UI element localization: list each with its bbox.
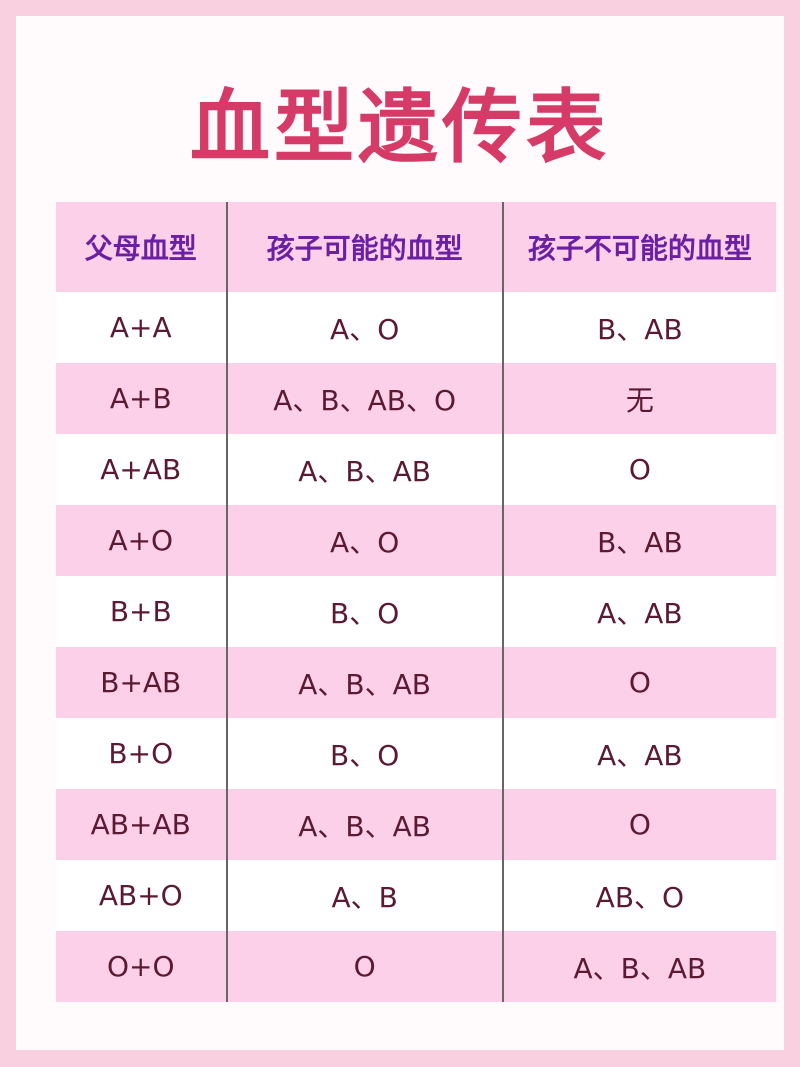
cell-parents: AB+AB [90,808,191,841]
cell-possible: A、O [225,505,502,576]
cell-impossible: A、AB [501,576,776,647]
cell-possible: B、O [225,718,502,789]
cell-impossible: B、AB [501,505,776,576]
cell-parents: B+B [109,595,172,628]
cell-possible: A、B [225,860,502,931]
header-possible: 孩子可能的血型 [225,202,502,292]
cell-possible: A、B、AB [225,647,502,718]
table-row: B+AB A、B、AB O [56,647,776,718]
table-row: A+A A、O B、AB [56,292,776,363]
cell-impossible: A、AB [501,718,776,789]
cell-parents: AB+O [98,879,183,912]
table-row: A+O A、O B、AB [56,505,776,576]
cell-possible: A、B、AB [225,434,502,505]
cell-impossible: O [501,434,776,505]
header-parents: 父母血型 [84,232,197,265]
table-row: O+O O A、B、AB [56,931,776,1002]
cell-impossible: B、AB [501,292,776,363]
table-row: A+AB A、B、AB O [56,434,776,505]
poster-panel: 血型遗传表 父母血型 孩子可能的血型 孩子不可能的血型 A+A A、O B、AB A+… [16,16,784,1050]
table-row: B+B B、O A、AB [56,576,776,647]
cell-parents: O+O [106,950,175,983]
cell-impossible: O [501,789,776,860]
cell-possible: O [225,931,502,1002]
cell-possible: A、O [225,292,502,363]
table-row: AB+AB A、B、AB O [56,789,776,860]
cell-parents: B+O [108,737,174,770]
page-title: 血型遗传表 [190,81,610,174]
cell-impossible: O [501,647,776,718]
cell-possible: A、B、AB、O [225,363,502,434]
cell-parents: A+B [109,382,172,415]
cell-impossible: AB、O [501,860,776,931]
table-row: B+O B、O A、AB [56,718,776,789]
blood-type-table: 父母血型 孩子可能的血型 孩子不可能的血型 A+A A、O B、AB A+B A、B、A… [56,202,776,1002]
cell-possible: A、B、AB [225,789,502,860]
cell-possible: B、O [225,576,502,647]
cell-impossible: 无 [501,363,776,434]
table-row: AB+O A、B AB、O [56,860,776,931]
header-impossible: 孩子不可能的血型 [501,202,776,292]
cell-impossible: A、B、AB [501,931,776,1002]
table-row: A+B A、B、AB、O 无 [56,363,776,434]
table-header-row: 父母血型 孩子可能的血型 孩子不可能的血型 [56,202,776,292]
cell-parents: B+AB [100,666,182,699]
cell-parents: A+O [108,524,174,557]
cell-parents: A+AB [100,453,182,486]
cell-parents: A+A [109,311,172,344]
